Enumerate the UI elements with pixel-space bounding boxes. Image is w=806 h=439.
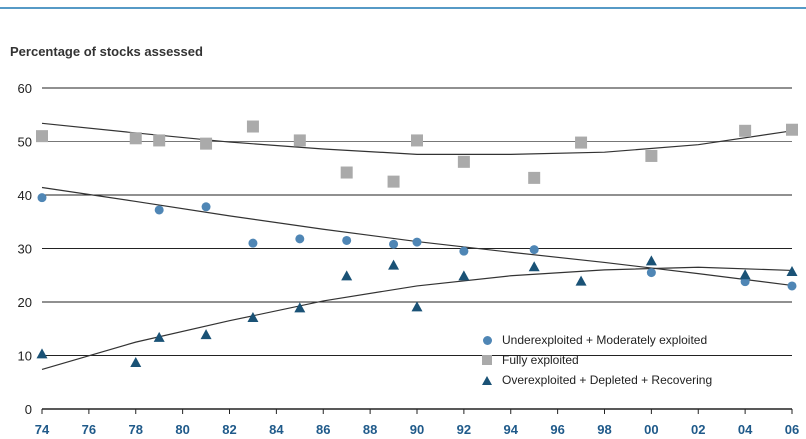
data-point-triangle <box>36 348 48 359</box>
data-point-square <box>387 175 400 188</box>
legend-item-fully-exploited: Fully exploited <box>478 350 712 370</box>
data-point-circle <box>201 202 211 212</box>
y-tick-label: 30 <box>18 242 32 257</box>
data-point-triangle <box>528 261 540 272</box>
data-point-square <box>786 123 798 136</box>
data-point-triangle <box>130 356 142 367</box>
x-tick-label: 06 <box>785 422 799 437</box>
x-tick-label: 90 <box>410 422 424 437</box>
data-point-circle <box>248 238 258 248</box>
data-point-triangle <box>575 275 587 286</box>
data-point-square <box>340 166 353 179</box>
data-point-square <box>575 136 588 149</box>
data-point-triangle <box>294 302 306 313</box>
x-tick-label: 94 <box>504 422 519 437</box>
data-point-square <box>153 134 166 147</box>
legend-item-overexploited: Overexploited + Depleted + Recovering <box>478 370 712 390</box>
data-point-circle <box>740 277 750 287</box>
legend-triangle-marker <box>478 375 496 385</box>
x-tick-label: 02 <box>691 422 705 437</box>
data-point-triangle <box>341 270 353 281</box>
x-tick-label: 98 <box>597 422 611 437</box>
x-tick-label: 80 <box>175 422 189 437</box>
x-tick-label: 96 <box>550 422 564 437</box>
trend-line-triangle <box>41 266 793 370</box>
legend-circle-marker <box>478 335 496 345</box>
y-tick-label: 60 <box>18 81 32 96</box>
data-point-triangle <box>786 266 798 277</box>
data-point-triangle <box>200 329 212 340</box>
y-axis-label: Percentage of stocks assessed <box>10 44 203 59</box>
data-point-circle <box>342 235 352 245</box>
y-tick-label: 50 <box>18 135 32 150</box>
x-tick-label: 74 <box>35 422 50 437</box>
y-tick-label: 10 <box>18 349 32 364</box>
data-point-square <box>200 137 213 150</box>
legend-item-underexploited: Underexploited + Moderately exploited <box>478 330 712 350</box>
data-point-circle <box>787 281 797 291</box>
data-point-circle <box>154 205 164 215</box>
data-point-square <box>457 155 470 168</box>
data-point-circle <box>37 193 47 203</box>
x-tick-label: 92 <box>457 422 471 437</box>
data-point-circle <box>529 245 539 255</box>
data-point-triangle <box>645 255 657 266</box>
x-tick-label: 04 <box>738 422 753 437</box>
data-point-square <box>528 171 541 184</box>
data-point-triangle <box>247 312 259 323</box>
data-point-triangle <box>458 270 470 281</box>
trend-line-square <box>41 122 793 155</box>
x-tick-label: 86 <box>316 422 330 437</box>
data-point-triangle <box>388 259 400 270</box>
data-point-circle <box>412 237 422 247</box>
data-point-triangle <box>739 269 751 280</box>
legend-label-overexploited: Overexploited + Depleted + Recovering <box>502 373 713 387</box>
data-point-square <box>739 124 752 137</box>
data-point-square <box>36 130 48 143</box>
x-tick-label: 88 <box>363 422 377 437</box>
x-tick-label: 84 <box>269 422 284 437</box>
data-point-triangle <box>153 331 165 342</box>
data-point-square <box>246 120 259 133</box>
y-tick-label: 20 <box>18 295 32 310</box>
data-point-square <box>411 134 423 147</box>
data-point-triangle <box>411 301 423 312</box>
y-tick-label: 40 <box>18 188 32 203</box>
x-tick-label: 76 <box>82 422 96 437</box>
x-tick-label: 82 <box>222 422 236 437</box>
legend-label-underexploited: Underexploited + Moderately exploited <box>502 333 708 347</box>
y-tick-label: 0 <box>25 402 32 417</box>
data-point-circle <box>389 239 399 249</box>
legend-square-marker <box>478 355 496 365</box>
legend-label-fully-exploited: Fully exploited <box>502 353 579 367</box>
x-tick-label: 00 <box>644 422 658 437</box>
x-tick-label: 78 <box>129 422 143 437</box>
data-point-square <box>129 132 142 145</box>
data-point-circle <box>295 234 305 244</box>
legend: Underexploited + Moderately exploited Fu… <box>478 330 712 390</box>
data-point-square <box>645 149 658 162</box>
data-point-circle <box>646 268 656 278</box>
data-point-circle <box>459 246 469 256</box>
trend-line-circle <box>41 186 793 287</box>
data-point-square <box>293 134 306 147</box>
